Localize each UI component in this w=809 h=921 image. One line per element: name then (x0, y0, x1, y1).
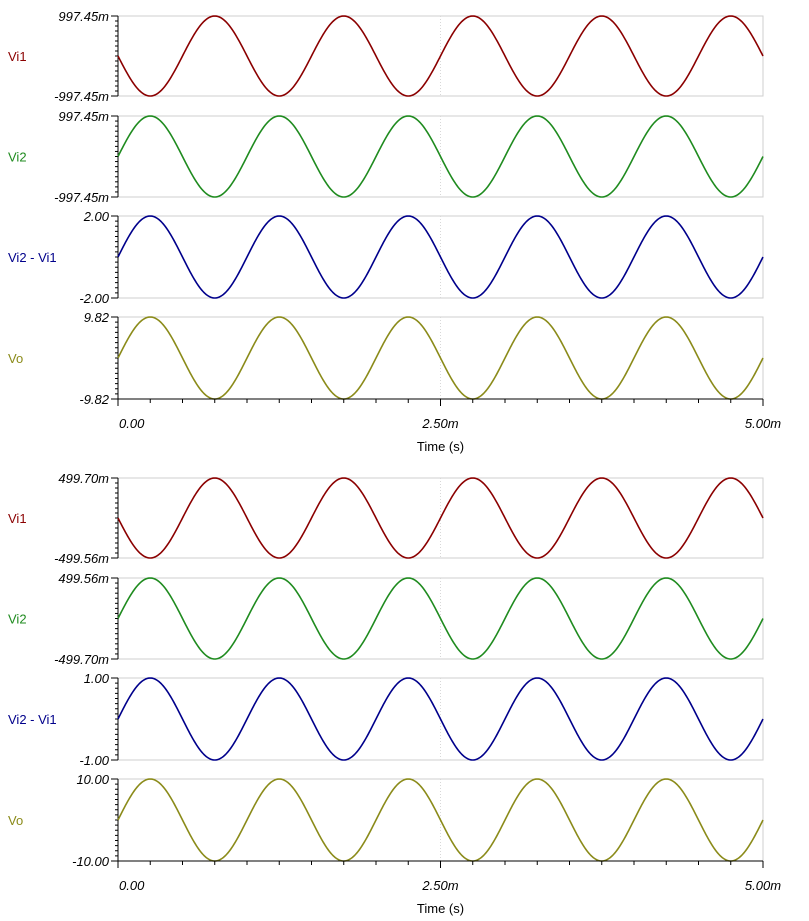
y-tick-label-bottom: -499.56m (54, 551, 109, 566)
series-label: Vi1 (8, 49, 27, 64)
y-tick-label-top: 9.82 (84, 310, 110, 325)
panel-1-2: 997.45m -997.45m Vi2 (8, 109, 764, 205)
series-line (117, 477, 764, 559)
series-line (117, 677, 764, 761)
panel-1-1: 997.45m -997.45m Vi1 (8, 9, 764, 104)
x-tick-label: 0.00 (119, 416, 145, 431)
y-tick-label-top: 499.56m (58, 571, 109, 586)
panel-1-3: 2.00 -2.00 Vi2 - Vi1 (8, 209, 764, 306)
y-tick-label-top: 499.70m (58, 471, 109, 486)
y-tick-label-top: 997.45m (58, 9, 109, 24)
y-tick-label-top: 2.00 (83, 209, 110, 224)
x-tick-label: 5.00m (745, 878, 781, 893)
x-tick-label: 2.50m (421, 878, 458, 893)
x-tick-label: 2.50m (421, 416, 458, 431)
chart-group-2: 499.70m -499.56m Vi1 499.56m -499.70m Vi2 1.00… (8, 471, 781, 916)
chart-group-1: 997.45m -997.45m Vi1 997.45m -997.45m Vi2 2.00… (8, 9, 781, 454)
panel-2-3: 1.00 -1.00 Vi2 - Vi1 (8, 671, 764, 768)
series-label: Vi1 (8, 511, 27, 526)
series-line (117, 316, 764, 400)
x-axis: 0.00 2.50m 5.00m Time (s) (117, 860, 781, 916)
y-tick-label-bottom: -1.00 (79, 753, 109, 768)
y-tick-label-bottom: -10.00 (72, 854, 110, 869)
series-line (117, 215, 764, 299)
y-tick-label-top: 997.45m (58, 109, 109, 124)
panel-2-2: 499.56m -499.70m Vi2 (8, 571, 764, 667)
series-label: Vi2 (8, 150, 27, 165)
series-line (117, 15, 764, 97)
series-label: Vo (8, 351, 23, 366)
series-label: Vi2 - Vi1 (8, 712, 57, 727)
y-tick-label-top: 1.00 (84, 671, 110, 686)
x-axis-label: Time (s) (417, 439, 464, 454)
panel-2-4: 10.00 -10.00 Vo (8, 772, 764, 869)
series-line (117, 115, 764, 198)
y-tick-label-top: 10.00 (76, 772, 109, 787)
series-line (117, 778, 764, 862)
y-tick-label-bottom: -9.82 (79, 392, 109, 407)
y-tick-label-bottom: -2.00 (79, 291, 109, 306)
x-axis-label: Time (s) (417, 901, 464, 916)
y-tick-label-bottom: -499.70m (54, 652, 109, 667)
series-label: Vo (8, 813, 23, 828)
y-tick-label-bottom: -997.45m (54, 89, 109, 104)
series-label: Vi2 (8, 612, 27, 627)
y-tick-label-bottom: -997.45m (54, 190, 109, 205)
panel-2-1: 499.70m -499.56m Vi1 (8, 471, 764, 566)
series-label: Vi2 - Vi1 (8, 250, 57, 265)
x-tick-label: 0.00 (119, 878, 145, 893)
x-axis: 0.00 2.50m 5.00m Time (s) (117, 398, 781, 454)
series-line (117, 577, 764, 660)
panel-1-4: 9.82 -9.82 Vo (8, 310, 764, 407)
x-tick-label: 5.00m (745, 416, 781, 431)
